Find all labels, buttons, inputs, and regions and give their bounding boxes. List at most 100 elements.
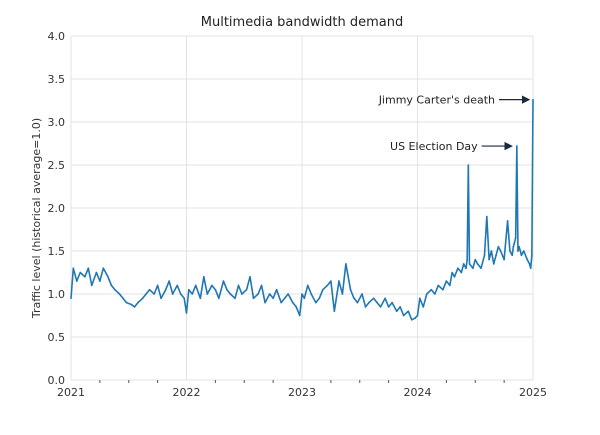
data-point <box>203 276 205 278</box>
data-point <box>476 263 479 265</box>
data-point <box>176 284 179 287</box>
data-point <box>188 288 190 291</box>
data-point <box>462 263 465 265</box>
annotation-label: Jimmy Carter's death <box>378 94 495 107</box>
data-point <box>467 164 470 166</box>
data-point <box>122 297 124 300</box>
series-layer <box>70 98 534 321</box>
grid-layer <box>70 35 534 381</box>
data-point <box>419 297 421 300</box>
data-point <box>183 297 185 300</box>
data-point <box>492 263 495 265</box>
data-point <box>379 306 382 308</box>
data-point <box>145 293 147 295</box>
data-point <box>206 293 209 295</box>
data-point <box>321 288 324 291</box>
x-tick-label: 2025 <box>519 386 547 399</box>
data-point <box>474 258 477 261</box>
data-point <box>156 284 159 287</box>
data-point <box>283 297 286 300</box>
data-point <box>234 297 236 300</box>
data-point <box>264 301 266 304</box>
data-point <box>495 254 497 257</box>
data-point <box>486 215 488 218</box>
y-axis-label: Traffic level (historical average=1.0) <box>30 118 43 319</box>
data-point <box>191 293 194 295</box>
annotation-layer: Jimmy Carter's death US Election Day <box>378 94 531 153</box>
data-point <box>99 280 101 282</box>
data-point <box>430 288 433 291</box>
data-point <box>368 301 370 304</box>
data-point <box>72 267 75 270</box>
data-point <box>472 267 474 270</box>
data-point <box>499 250 502 252</box>
data-point <box>133 306 136 308</box>
data-point <box>516 145 518 147</box>
data-point <box>137 301 139 304</box>
tick-layer: 0.0 0.5 1.0 1.5 2.0 2.5 3.0 3.5 4.0 2021 2022 2023 2… <box>48 30 548 399</box>
data-point <box>218 297 220 300</box>
data-point <box>526 258 529 261</box>
data-point <box>414 317 416 319</box>
data-point <box>466 258 468 261</box>
data-point <box>211 284 213 287</box>
x-tick-label: 2023 <box>288 386 316 399</box>
data-point <box>298 314 301 317</box>
data-point <box>442 288 444 291</box>
x-tick-label: 2022 <box>173 386 201 399</box>
data-point <box>318 297 321 300</box>
data-point <box>468 263 471 265</box>
data-point <box>531 254 533 257</box>
data-point <box>528 263 531 265</box>
data-point <box>513 241 516 244</box>
data-point <box>483 254 486 257</box>
data-point <box>306 284 309 287</box>
data-point <box>356 301 359 304</box>
data-point <box>222 280 225 282</box>
data-point <box>532 98 534 101</box>
data-point <box>110 284 113 287</box>
x-tick-label: 2024 <box>404 386 432 399</box>
data-point <box>268 293 271 295</box>
data-point <box>249 276 251 278</box>
data-point <box>372 297 375 300</box>
data-point <box>295 306 298 308</box>
data-point <box>160 297 162 300</box>
data-point <box>326 284 329 287</box>
data-point <box>148 288 151 291</box>
data-point <box>449 284 451 287</box>
data-point <box>529 267 532 270</box>
data-point <box>384 297 386 300</box>
data-point <box>457 267 459 270</box>
data-point <box>229 293 232 295</box>
data-point <box>488 258 490 261</box>
data-point <box>376 301 378 304</box>
data-point <box>520 254 523 257</box>
data-point <box>199 297 202 300</box>
data-point <box>291 301 294 304</box>
data-point <box>70 297 72 300</box>
data-point <box>361 293 363 295</box>
data-point <box>512 245 515 248</box>
data-point <box>391 301 393 304</box>
data-point <box>179 293 182 295</box>
data-point <box>164 288 167 291</box>
data-point <box>353 297 355 300</box>
data-point <box>118 293 121 295</box>
data-point <box>79 271 82 274</box>
data-point <box>341 293 344 295</box>
data-point <box>107 276 109 278</box>
data-point <box>252 297 255 300</box>
data-point <box>87 267 90 270</box>
data-point <box>310 293 313 295</box>
x-tick-label: 2021 <box>57 386 85 399</box>
data-point <box>480 267 482 270</box>
data-point <box>518 245 520 248</box>
data-point <box>514 237 517 239</box>
data-point <box>114 288 116 291</box>
data-point <box>338 280 340 282</box>
data-point <box>275 288 278 291</box>
data-point <box>453 276 456 278</box>
data-point <box>102 267 105 270</box>
